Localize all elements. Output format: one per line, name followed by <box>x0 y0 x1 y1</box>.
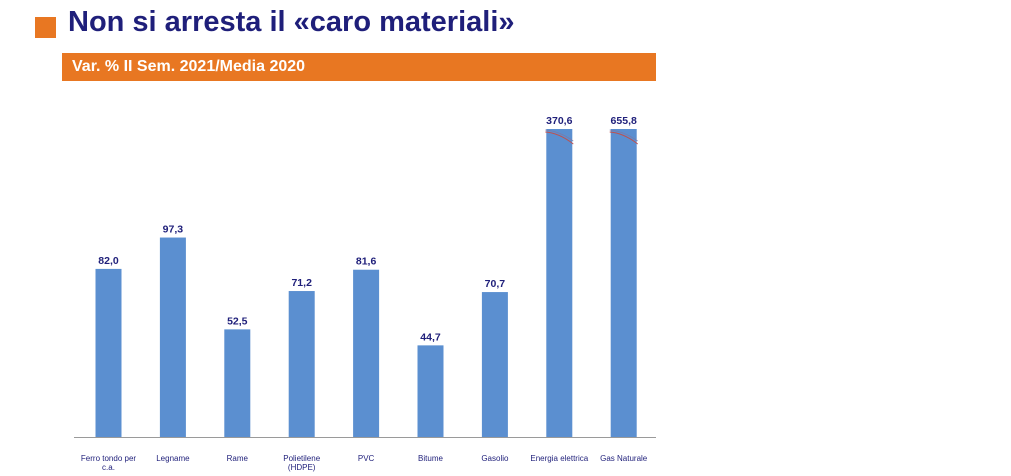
category-label: Rame <box>227 454 249 463</box>
bar <box>95 268 122 437</box>
bar <box>417 345 444 437</box>
chart-title-bar: Var. % II Sem. 2021/Media 2020 <box>62 53 656 81</box>
bar <box>481 292 508 437</box>
data-label: 70,7 <box>485 278 506 290</box>
bar <box>353 269 380 437</box>
bar <box>224 329 251 437</box>
data-label: 370,6 <box>546 115 572 127</box>
category-label: Legname <box>156 454 190 463</box>
axis-break-mark <box>545 131 574 145</box>
data-label: 44,7 <box>420 331 441 343</box>
data-label: 52,5 <box>227 315 248 327</box>
axis-break-mark <box>545 129 574 142</box>
title-bullet-square <box>35 17 56 38</box>
data-label: 81,6 <box>356 256 377 268</box>
category-label: Gas Naturale <box>600 454 648 463</box>
category-label: PVC <box>358 454 375 463</box>
data-label: 655,8 <box>611 115 637 127</box>
category-label: Bitume <box>418 454 443 463</box>
slide-title: Non si arresta il «caro materiali» <box>68 6 515 38</box>
axis-break-mark <box>609 129 638 142</box>
category-label: Polietilene <box>283 454 320 463</box>
category-label: Gasolio <box>481 454 509 463</box>
category-label: Energia elettrica <box>530 454 588 463</box>
data-label: 82,0 <box>98 255 119 267</box>
axis-break-mark <box>609 131 638 145</box>
data-label: 71,2 <box>291 277 312 289</box>
category-label: c.a. <box>102 463 115 472</box>
bar <box>546 129 573 437</box>
data-label: 97,3 <box>163 224 184 236</box>
category-label: (HDPE) <box>288 463 316 472</box>
category-label: Ferro tondo per <box>81 454 136 463</box>
bar <box>288 291 315 437</box>
bar <box>610 129 637 437</box>
bar <box>159 237 186 437</box>
